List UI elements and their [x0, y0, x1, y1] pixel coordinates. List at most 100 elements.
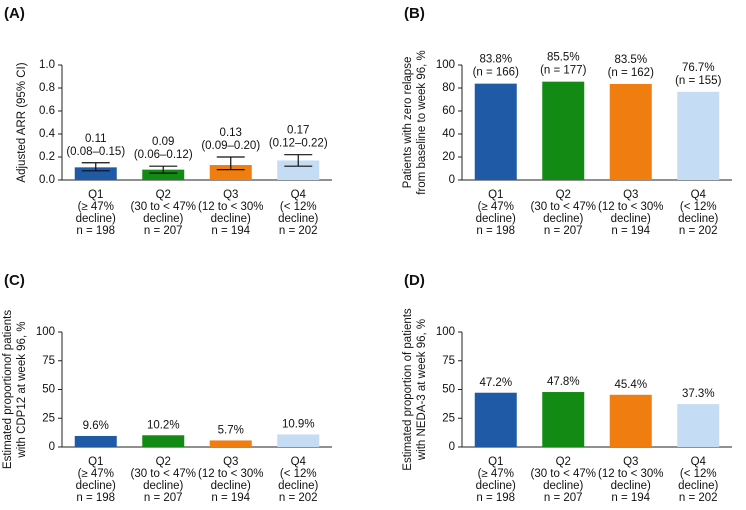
- data-label: 45.4%: [614, 379, 647, 391]
- x-tick-label: decline): [143, 213, 183, 225]
- x-tick-label: (30 to < 47%: [530, 201, 596, 213]
- error-bar: [81, 162, 110, 172]
- y-tick-label: 0.8: [39, 82, 55, 94]
- panel-label: (D): [404, 272, 425, 289]
- data-sub-label: (n = 166): [473, 67, 520, 79]
- data-label: 0.11: [85, 133, 107, 145]
- bar: [474, 392, 517, 447]
- x-tick-label: (≥ 47%: [78, 201, 114, 213]
- data-sub-label: (0.08–0.15): [66, 146, 125, 158]
- y-tick-label: 75: [442, 355, 455, 367]
- x-tick-label: decline): [611, 213, 651, 225]
- data-label: 5.7%: [218, 424, 244, 436]
- panel-label: (B): [404, 5, 425, 22]
- bar: [542, 392, 585, 447]
- y-axis-label: Estimated proportion of patients: [402, 308, 414, 471]
- x-tick-label: decline): [143, 480, 183, 492]
- y-axis-label: with NEDA-3 at week 96, %: [416, 319, 428, 461]
- y-axis-label: from baseline to week 96, %: [416, 50, 428, 194]
- y-tick-label: 20: [442, 151, 455, 163]
- data-sub-label: (0.09–0.20): [201, 140, 260, 152]
- data-label: 9.6%: [83, 420, 109, 432]
- x-tick-label: Q2: [156, 456, 171, 468]
- y-axis-label: with CDP12 at week 96, %: [16, 321, 28, 458]
- data-label: 47.8%: [547, 376, 580, 388]
- panel-label: (A): [4, 5, 25, 22]
- bar: [609, 394, 652, 447]
- y-tick-label: 50: [442, 384, 455, 396]
- x-tick-label: decline): [611, 480, 651, 492]
- x-tick-label: decline): [678, 213, 718, 225]
- data-sub-label: (n = 155): [675, 75, 722, 87]
- x-tick-label: n = 207: [544, 225, 583, 237]
- data-label: 47.2%: [479, 377, 512, 389]
- x-tick-label: decline): [211, 480, 251, 492]
- x-tick-label: Q4: [291, 456, 307, 468]
- x-tick-label: n = 194: [211, 225, 250, 237]
- y-tick-label: 100: [36, 326, 55, 338]
- x-tick-label: (< 12%: [280, 201, 317, 213]
- error-bar: [284, 154, 313, 167]
- y-tick-label: 1.0: [39, 59, 55, 71]
- x-tick-label: Q3: [223, 456, 238, 468]
- x-tick-label: (30 to < 47%: [130, 201, 196, 213]
- y-tick-label: 60: [442, 105, 455, 117]
- x-tick-label: n = 202: [679, 492, 718, 504]
- x-tick-label: Q1: [88, 456, 103, 468]
- error-bar: [216, 156, 245, 171]
- x-tick-label: decline): [476, 213, 516, 225]
- y-tick-label: 0.4: [39, 128, 56, 140]
- data-sub-label: (0.12–0.22): [269, 138, 328, 150]
- x-tick-label: n = 207: [544, 492, 583, 504]
- data-label: 37.3%: [682, 388, 715, 400]
- x-tick-label: Q2: [556, 189, 571, 201]
- x-tick-label: decline): [211, 213, 251, 225]
- y-tick-label: 80: [442, 82, 455, 94]
- data-label: 83.8%: [479, 54, 512, 66]
- x-tick-label: (< 12%: [280, 468, 317, 480]
- bar: [677, 91, 720, 180]
- y-tick-label: 0.2: [39, 151, 55, 163]
- x-tick-label: n = 202: [279, 225, 318, 237]
- x-tick-label: Q1: [488, 189, 503, 201]
- x-tick-label: Q4: [691, 189, 707, 201]
- x-tick-label: n = 202: [679, 225, 718, 237]
- x-tick-label: Q3: [223, 189, 238, 201]
- x-tick-label: decline): [278, 480, 318, 492]
- x-tick-label: n = 194: [611, 492, 650, 504]
- x-tick-label: n = 207: [144, 492, 183, 504]
- y-tick-label: 25: [42, 412, 55, 424]
- x-tick-label: Q4: [291, 189, 307, 201]
- y-axis-label: Adjusted ARR (95% CI): [16, 62, 28, 182]
- x-tick-label: (< 12%: [680, 468, 717, 480]
- x-tick-label: n = 198: [476, 492, 515, 504]
- x-tick-label: n = 198: [476, 225, 515, 237]
- data-label: 10.9%: [282, 418, 315, 430]
- x-tick-label: decline): [76, 213, 116, 225]
- data-label: 76.7%: [682, 62, 715, 74]
- y-tick-label: 100: [436, 59, 455, 71]
- x-tick-label: Q1: [488, 456, 503, 468]
- x-tick-label: decline): [543, 480, 583, 492]
- y-axis-label: Estimated proportionof patients: [2, 310, 14, 469]
- x-tick-label: (30 to < 47%: [130, 468, 196, 480]
- y-tick-label: 50: [42, 384, 55, 396]
- x-tick-label: Q3: [623, 189, 638, 201]
- x-tick-label: Q2: [556, 456, 571, 468]
- x-tick-label: n = 194: [611, 225, 650, 237]
- x-tick-label: (≥ 47%: [478, 201, 514, 213]
- bar: [677, 404, 720, 447]
- bar: [542, 81, 585, 180]
- bar: [474, 83, 517, 180]
- y-tick-label: 0: [449, 174, 455, 186]
- x-tick-label: (≥ 47%: [478, 468, 514, 480]
- x-tick-label: Q1: [88, 189, 103, 201]
- x-tick-label: (12 to < 30%: [198, 201, 264, 213]
- x-tick-label: n = 198: [76, 492, 115, 504]
- y-tick-label: 0.0: [39, 174, 55, 186]
- y-tick-label: 0: [49, 441, 55, 453]
- y-tick-label: 0.6: [39, 105, 55, 117]
- x-tick-label: decline): [278, 213, 318, 225]
- x-tick-label: (30 to < 47%: [530, 468, 596, 480]
